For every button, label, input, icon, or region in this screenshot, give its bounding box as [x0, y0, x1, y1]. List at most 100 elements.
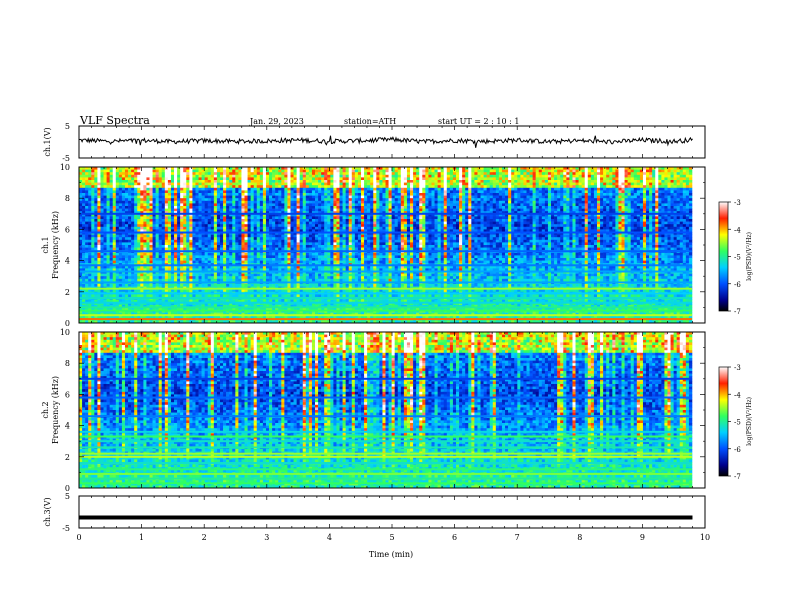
spectrogram-cell — [428, 177, 432, 181]
spectrogram-cell — [474, 167, 478, 170]
spectrogram-cell — [413, 174, 417, 178]
spectrogram-cell — [538, 224, 543, 228]
spectrogram-cell — [290, 200, 294, 204]
spectrogram-cell — [207, 182, 212, 186]
spectrogram-cell — [198, 193, 202, 196]
spectrogram-cell — [388, 185, 392, 189]
spectrogram-cell — [486, 167, 490, 170]
spectrogram-cell — [624, 224, 628, 228]
spectrogram-cell — [403, 203, 408, 207]
spectrogram-cell — [587, 195, 592, 199]
spectrogram-cell — [523, 211, 527, 215]
spectrogram-cell — [210, 172, 215, 176]
spectrogram-cell — [587, 226, 592, 230]
spectrogram-cell — [581, 174, 586, 178]
spectrogram-cell — [311, 172, 316, 176]
spectrogram-cell — [247, 180, 251, 183]
spectrogram-cell — [400, 221, 405, 225]
spectrogram-cell — [523, 226, 527, 230]
spectrogram-cell — [149, 200, 153, 204]
spectrogram-cell — [685, 200, 690, 204]
spectrogram-cell — [600, 211, 604, 215]
spectrogram-cell — [557, 211, 561, 215]
spectrogram-cell — [88, 177, 92, 181]
spectrogram-cell — [477, 226, 481, 230]
spectrogram-cell — [262, 174, 267, 178]
spectrogram-cell — [296, 226, 300, 230]
spectrogram-cell — [91, 226, 95, 230]
spectrogram-cell — [615, 172, 619, 176]
spectrogram-cell — [250, 226, 254, 230]
spectrogram-cell — [198, 180, 202, 183]
spectrogram-cell — [216, 167, 221, 170]
spectrogram-cell — [183, 211, 187, 215]
spectrogram-cell — [416, 174, 420, 178]
spectrogram-cell — [146, 211, 150, 215]
spectrogram-cell — [676, 211, 681, 215]
spectrogram-cell — [456, 169, 460, 173]
spectrogram-cell — [425, 224, 429, 228]
spectrogram-cell — [204, 203, 209, 207]
spectrogram-cell — [391, 216, 395, 220]
spectrogram-cell — [339, 208, 343, 212]
spectrogram-cell — [557, 172, 561, 176]
spectrogram-cell — [639, 195, 644, 199]
spectrogram-cell — [348, 172, 353, 176]
spectrogram-cell — [652, 174, 656, 178]
spectrogram-cell — [367, 190, 371, 194]
spectrogram-cell — [333, 169, 337, 173]
spectrogram-cell — [367, 193, 371, 196]
spectrogram-cell — [131, 174, 135, 178]
spectrogram-cell — [330, 167, 334, 170]
spectrogram-cell — [290, 206, 294, 209]
spectrogram-cell — [131, 167, 135, 170]
spectrogram-cell — [124, 182, 129, 186]
spectrogram-cell — [82, 182, 86, 186]
spectrogram-cell — [688, 226, 693, 230]
spectrogram-cell — [112, 172, 117, 176]
spectrogram-cell — [204, 226, 209, 230]
spectrogram-cell — [511, 206, 515, 209]
spectrogram-cell — [633, 182, 638, 186]
spectrogram-cell — [397, 190, 402, 194]
spectrogram-cell — [223, 226, 227, 230]
spectrogram-cell — [327, 219, 331, 222]
spectrogram-cell — [428, 193, 432, 196]
spectrogram-cell — [216, 229, 221, 233]
spectrogram-cell — [195, 185, 199, 189]
spectrogram-cell — [207, 206, 212, 209]
spectrogram-cell — [195, 216, 199, 220]
spectrogram-cell — [275, 180, 279, 183]
spectrogram-cell — [443, 169, 448, 173]
spectrogram-cell — [685, 224, 690, 228]
spectrogram-cell — [664, 213, 668, 217]
spectrogram-cell — [511, 169, 515, 173]
spectrogram-cell — [241, 221, 245, 225]
spectrogram-cell — [262, 169, 267, 173]
spectrogram-cell — [413, 216, 417, 220]
spectrogram-cell — [406, 219, 411, 222]
spectrogram-cell — [532, 174, 536, 178]
spectrogram-cell — [480, 224, 484, 228]
spectrogram-cell — [685, 221, 690, 225]
spectrogram-cell — [449, 174, 454, 178]
spectrogram-cell — [563, 198, 567, 202]
spectrogram-cell — [299, 185, 304, 189]
spectrogram-cell — [161, 193, 166, 196]
spectrogram-cell — [459, 216, 463, 220]
spectrogram-cell — [256, 182, 261, 186]
spectrogram-cell — [244, 200, 248, 204]
spectrogram-cell — [327, 195, 331, 199]
spectrogram-cell — [456, 219, 460, 222]
spectrogram-cell — [192, 208, 196, 212]
spectrogram-cell — [183, 185, 187, 189]
spectrogram-cell — [676, 221, 681, 225]
spectrogram-cell — [321, 167, 325, 170]
spectrogram-cell — [305, 198, 310, 202]
spectrogram-cell — [606, 226, 610, 230]
spectrogram-cell — [498, 169, 503, 173]
spectrogram-cell — [667, 185, 671, 189]
spectrogram-cell — [517, 195, 521, 199]
spectrogram-cell — [566, 190, 570, 194]
spectrogram-cell — [673, 167, 677, 170]
